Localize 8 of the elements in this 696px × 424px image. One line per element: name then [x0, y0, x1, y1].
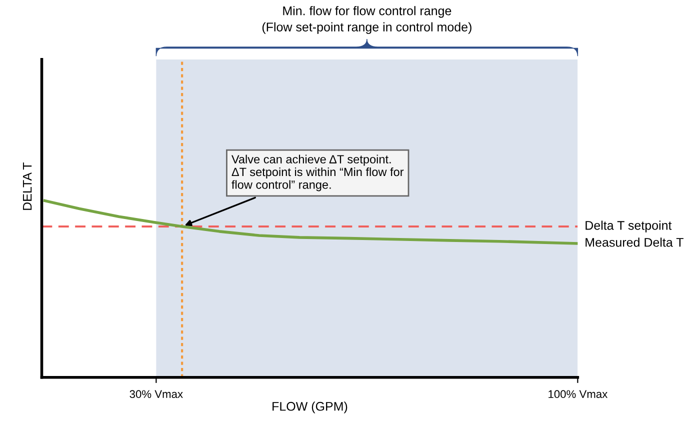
- x-tick-label: 100% Vmax: [548, 390, 608, 398]
- annotation: Valve can achieve ΔT setpoint. ΔT setpoint is within “Min flow for flow control” range.: [231, 154, 404, 192]
- x-axis-title: FLOW (GPM): [272, 402, 348, 414]
- x-tick-label: 30% Vmax: [130, 390, 183, 398]
- chart-title: Min. flow for flow control range (Flow set-point range in control mode): [262, 6, 472, 34]
- y-axis-title: DELTA T: [22, 162, 32, 210]
- series-label: Measured Delta T: [586, 238, 684, 247]
- ref-line-label: Delta T setpoint: [586, 220, 672, 232]
